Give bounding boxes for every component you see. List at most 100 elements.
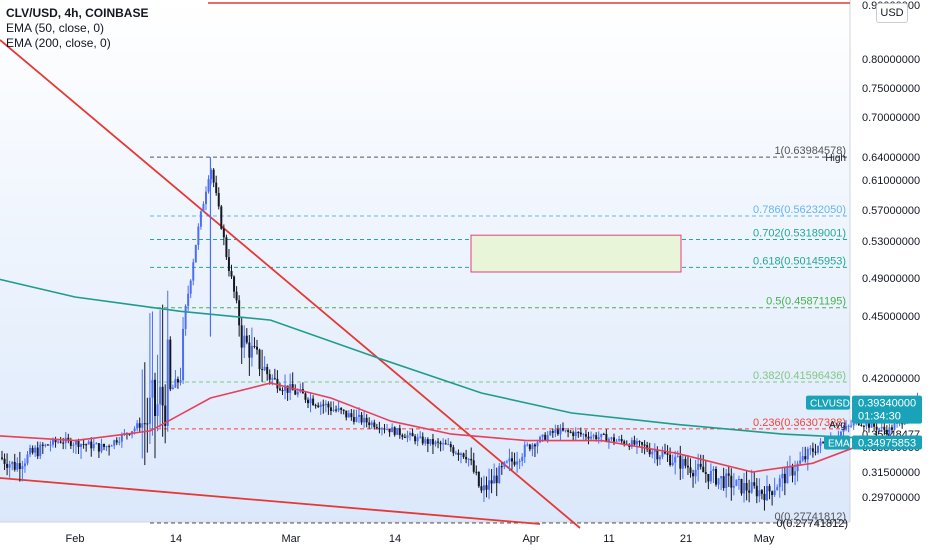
candle-body: [352, 417, 355, 422]
candle-body: [511, 458, 513, 462]
candle-body: [883, 426, 886, 430]
candle-body: [182, 328, 185, 381]
candle-body: [508, 458, 511, 462]
candle-body: [447, 444, 450, 446]
candle-body: [240, 325, 243, 348]
candle-body: [41, 444, 44, 446]
candle-body: [171, 387, 174, 390]
candle-body: [403, 436, 406, 438]
candle-body: [658, 456, 661, 460]
candle-body: [814, 451, 817, 453]
candle-body: [661, 451, 664, 457]
candle-body: [638, 441, 641, 443]
symbol-title[interactable]: CLV/USD, 4h, COINBASE: [6, 6, 149, 20]
candle-body: [590, 436, 593, 439]
candle-body: [205, 191, 207, 205]
indicator-ema200[interactable]: EMA (200, close, 0): [6, 36, 111, 50]
price-tick-label: 0.61000000: [862, 175, 920, 187]
candle-body: [791, 466, 794, 476]
candle-body: [467, 458, 470, 460]
candle-body: [370, 422, 373, 426]
candle-body: [801, 456, 804, 461]
candle-body: [748, 490, 751, 493]
indicator-ema50[interactable]: EMA (50, close, 0): [6, 21, 105, 35]
price-tick-label: 0.31500000: [862, 467, 920, 479]
candle-body: [332, 409, 335, 411]
candle-body: [97, 443, 100, 452]
candle-body: [159, 386, 162, 405]
candle-body: [623, 441, 626, 445]
candle-body: [607, 439, 610, 443]
candle-body: [819, 441, 822, 446]
candle-body: [69, 439, 72, 446]
time-tick-label: 14: [170, 533, 182, 545]
candle-body: [281, 390, 284, 392]
candle-body: [572, 432, 575, 437]
candle-body: [699, 463, 702, 467]
candle-body: [13, 461, 16, 470]
candle-body: [437, 441, 440, 443]
candle-body: [154, 379, 156, 416]
candle-body: [411, 433, 414, 437]
candle-body: [59, 441, 62, 443]
candle-body: [600, 433, 603, 438]
candle-body: [809, 448, 812, 450]
ema-tag-text: EMA: [828, 438, 850, 449]
price-tick-label: 0.70000000: [862, 112, 920, 124]
candle-body: [256, 346, 258, 350]
candle-body: [250, 345, 253, 358]
candle-body: [651, 451, 654, 455]
candle-body: [23, 463, 26, 467]
currency-button[interactable]: USD: [876, 3, 908, 23]
candle-body: [799, 460, 802, 464]
candle-body: [722, 476, 725, 489]
candle-body: [350, 413, 353, 418]
fib-level-label: 0.618(0.50145953): [753, 255, 846, 267]
candle-body: [164, 405, 167, 426]
candle-body: [401, 435, 404, 437]
candle-body: [383, 428, 386, 430]
candle-body: [485, 485, 488, 490]
candle-body: [730, 475, 733, 488]
candle-body: [128, 434, 131, 436]
candle-body: [860, 424, 863, 426]
candle-body: [21, 466, 24, 470]
candle-body: [386, 429, 389, 431]
candle-body: [245, 335, 248, 343]
candle-body: [266, 366, 269, 375]
candle-body: [391, 427, 394, 433]
candle-body: [753, 482, 756, 486]
candle-body: [689, 467, 692, 474]
time-tick-label: 14: [389, 533, 401, 545]
candle-body: [656, 450, 659, 460]
candle-body: [210, 169, 213, 180]
candle-body: [681, 459, 684, 469]
candle-body: [268, 374, 271, 380]
candle-body: [862, 425, 865, 427]
candle-body: [273, 378, 276, 380]
candle-body: [322, 404, 325, 406]
lower-trendline: [0, 477, 541, 525]
candle-body: [345, 410, 348, 418]
candle-body: [358, 414, 360, 417]
candle-body: [648, 449, 651, 455]
candle-body: [763, 493, 766, 501]
candle-body: [314, 405, 317, 407]
candle-body: [253, 345, 256, 347]
candle-body: [781, 473, 784, 479]
candle-body: [796, 463, 799, 472]
candle-body: [513, 461, 516, 465]
candle-body: [143, 423, 146, 425]
candle-body: [635, 441, 638, 445]
candle-body: [676, 455, 679, 457]
candle-body: [46, 444, 49, 446]
candle-body: [419, 436, 422, 438]
ema-value-tag: [852, 435, 922, 450]
candle-body: [100, 443, 103, 452]
candle-body: [470, 458, 473, 461]
candle-body: [44, 444, 47, 446]
candle-body: [452, 447, 455, 454]
candle-body: [549, 431, 552, 436]
candle-body: [375, 427, 378, 429]
